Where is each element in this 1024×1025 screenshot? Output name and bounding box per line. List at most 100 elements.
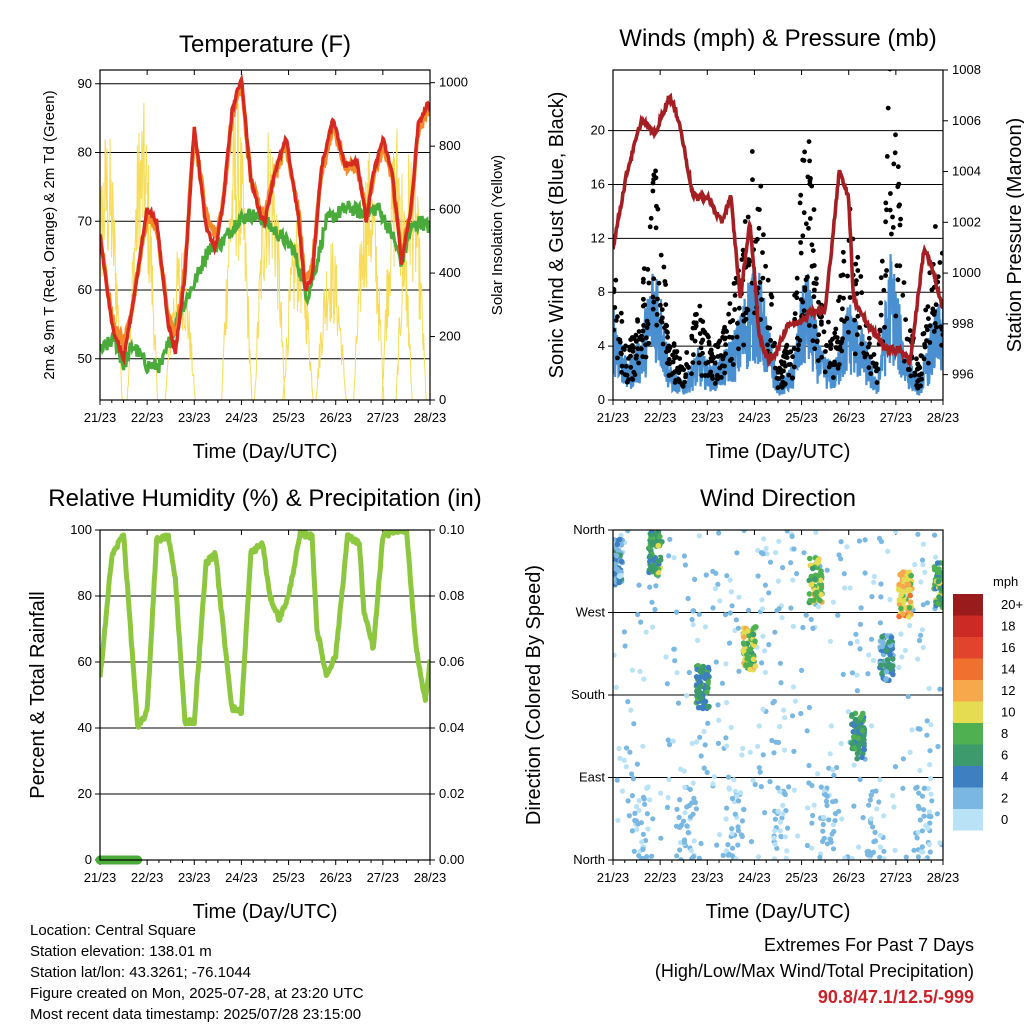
relative-humidity-line	[100, 530, 430, 730]
direction-point	[833, 798, 839, 804]
direction-point	[918, 632, 924, 638]
direction-point	[784, 530, 790, 534]
direction-point	[915, 656, 921, 662]
direction-point	[920, 849, 926, 855]
plot-frame	[612, 529, 944, 861]
direction-point	[799, 667, 805, 674]
direction-point	[922, 857, 928, 860]
gust-point	[767, 325, 773, 331]
y-tick-label: 12	[591, 230, 605, 245]
direction-point	[892, 847, 898, 854]
x-tick-label: 22/23	[131, 870, 164, 885]
direction-point	[767, 779, 773, 785]
direction-point	[822, 792, 829, 798]
2m-t-line	[100, 73, 430, 366]
direction-point	[925, 785, 932, 792]
legend-swatch	[953, 787, 983, 809]
gust-point	[919, 376, 924, 382]
direction-point	[928, 776, 934, 782]
y-axis-ticks: 0 4 8 12 16 20	[591, 123, 613, 407]
gust-point	[840, 249, 846, 255]
direction-point	[645, 826, 651, 832]
x-tick-label: 25/23	[785, 410, 818, 425]
direction-point	[666, 776, 672, 783]
gust-point	[811, 207, 817, 213]
x-axis-ticks: 21/23 22/23 23/23 24/23 25/23 26/23 27/23 28/23	[84, 530, 447, 885]
gust-point	[778, 367, 783, 372]
direction-point	[701, 728, 707, 735]
direction-point	[750, 631, 757, 638]
direction-point	[924, 732, 930, 738]
direction-point	[772, 841, 778, 848]
y-tick-label: 0	[598, 392, 605, 407]
x-tick-label: 25/23	[272, 870, 305, 885]
gust-point	[626, 356, 631, 361]
series-gust	[613, 70, 943, 391]
gust-point	[819, 354, 824, 360]
gust-point	[635, 318, 640, 324]
gust-point	[914, 383, 919, 388]
direction-point	[713, 570, 719, 576]
direction-point	[870, 657, 877, 663]
direction-point	[723, 735, 729, 741]
direction-point	[801, 550, 807, 556]
direction-point	[704, 769, 710, 776]
y-axis-title: Sonic Wind & Gust (Blue, Black)	[546, 92, 568, 379]
direction-point	[900, 756, 907, 762]
gust-point	[807, 158, 812, 164]
direction-point	[807, 597, 813, 604]
direction-point	[762, 810, 768, 816]
gust-point	[807, 178, 813, 184]
direction-point	[919, 793, 926, 799]
y2-axis-ticks: 0.00 0.02 0.04 0.06 0.08 0.10	[430, 522, 464, 867]
direction-point	[927, 762, 933, 768]
direction-point	[763, 545, 769, 551]
y-tick-label: 80	[78, 145, 92, 160]
direction-point	[853, 631, 859, 637]
y-tick-label: 20	[78, 786, 92, 801]
gust-point	[812, 346, 818, 352]
legend-label: 18	[1001, 619, 1015, 634]
gust-point	[700, 319, 706, 324]
x-tick-label: 25/23	[272, 410, 305, 425]
direction-point	[803, 612, 809, 618]
direction-point	[649, 542, 655, 548]
y-tick-label: 4	[598, 338, 605, 353]
gust-point	[689, 333, 695, 339]
direction-point	[789, 533, 795, 540]
series-2m-t	[100, 73, 430, 366]
gust-point	[736, 346, 741, 352]
direction-point	[690, 854, 697, 860]
direction-point	[782, 791, 788, 798]
direction-point	[725, 774, 732, 780]
gust-point	[915, 361, 921, 367]
x-tick-label: 28/23	[414, 870, 447, 885]
gust-point	[779, 382, 784, 388]
direction-point	[830, 599, 837, 605]
gust-point	[845, 273, 850, 279]
direction-point	[674, 853, 680, 859]
gust-point	[741, 342, 746, 348]
y2-tick-label: 0.00	[439, 852, 464, 867]
direction-point	[705, 720, 711, 727]
direction-point	[845, 709, 852, 715]
gust-point	[650, 294, 656, 300]
gust-point	[782, 349, 787, 355]
gust-point	[736, 305, 742, 311]
gust-point	[823, 349, 828, 354]
direction-point	[758, 784, 764, 790]
x-tick-label: 21/23	[84, 870, 117, 885]
gust-point	[641, 296, 646, 302]
direction-point	[877, 777, 883, 783]
direction-point	[878, 538, 885, 545]
direction-point	[810, 812, 816, 819]
gust-point	[756, 225, 762, 231]
gust-point	[749, 149, 755, 154]
direction-point	[732, 788, 738, 795]
x-axis-title: Time (Day/UTC)	[193, 901, 338, 923]
direction-point	[775, 739, 782, 746]
direction-point	[613, 556, 616, 563]
direction-point	[934, 560, 941, 566]
gust-point	[727, 301, 733, 306]
x-tick-label: 27/23	[880, 410, 913, 425]
